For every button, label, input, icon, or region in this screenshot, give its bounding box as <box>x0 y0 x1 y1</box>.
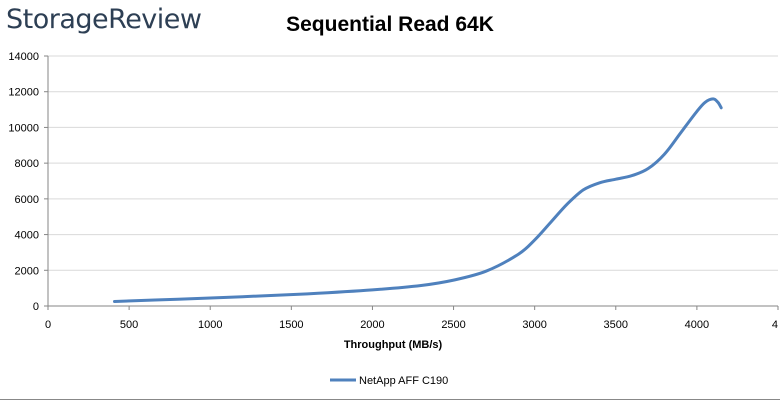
x-tick-label: 1500 <box>279 319 303 331</box>
x-axis-title: Throughput (MB/s) <box>344 339 443 351</box>
storagereview-logo: StorageReview <box>6 4 202 35</box>
x-tick-label: 3000 <box>522 319 546 331</box>
y-tick-label: 10000 <box>8 122 39 134</box>
series-line <box>113 97 723 303</box>
y-axis-ticks: 0 2000 4000 6000 8000 10000 12000 14000 <box>8 51 48 313</box>
x-tick-label: 4 <box>772 319 778 331</box>
legend: NetApp AFF C190 <box>330 375 448 387</box>
x-tick-label: 3500 <box>604 319 628 331</box>
x-tick-label: 2000 <box>360 319 384 331</box>
x-tick-label: 1000 <box>198 319 222 331</box>
y-tick-label: 6000 <box>15 194 39 206</box>
x-axis-ticks: 0 500 1000 1500 2000 2500 3000 3500 4000 4 <box>45 306 779 331</box>
y-tick-label: 2000 <box>15 265 39 277</box>
x-tick-label: 2500 <box>441 319 465 331</box>
y-tick-label: 12000 <box>8 87 39 99</box>
chart-axes <box>47 56 778 307</box>
y-tick-label: 0 <box>33 301 39 313</box>
x-tick-label: 0 <box>45 319 51 331</box>
y-tick-label: 4000 <box>15 230 39 242</box>
legend-label: NetApp AFF C190 <box>359 375 448 387</box>
x-tick-label: 4000 <box>685 319 709 331</box>
chart-title-text: Sequential Read 64K <box>286 13 494 36</box>
chart-title: Sequential Read 64K <box>0 13 780 37</box>
y-tick-label: 14000 <box>8 51 39 63</box>
x-tick-label: 500 <box>120 319 138 331</box>
gridlines <box>48 55 778 271</box>
y-tick-label: 8000 <box>15 158 39 170</box>
series-layer <box>113 97 723 303</box>
